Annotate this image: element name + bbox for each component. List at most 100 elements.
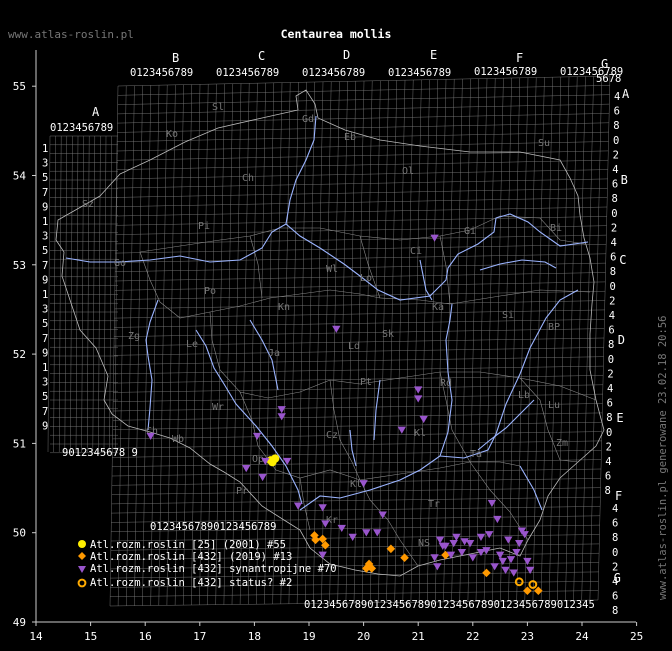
grid-row-digit-east: 2: [609, 295, 615, 307]
marker-triangle: [397, 426, 407, 434]
marker-triangle: [362, 529, 371, 537]
region-code: Wr: [212, 402, 224, 413]
grid-row-digit-east: 2: [607, 368, 613, 380]
marker-triangle: [433, 563, 442, 571]
grid-row-digit-east: 6: [607, 398, 613, 410]
marker-triangle: [501, 566, 510, 575]
grid-column-digits: 0123456789: [560, 66, 623, 78]
grid-column-digits-east: 5678: [596, 73, 621, 85]
grid-column-letter: E: [430, 48, 437, 62]
marker-diamond: [321, 540, 330, 550]
region-code: Go: [114, 258, 126, 269]
region-code: Pr: [236, 486, 248, 497]
grid-row-digit-east: 8: [608, 339, 614, 351]
grid-column-letter: G: [601, 57, 608, 71]
grid-row-digit-east: 0: [606, 427, 612, 439]
region-code: Kl: [414, 428, 426, 439]
marker-triangle: [468, 554, 477, 562]
region-code: Su: [538, 138, 550, 149]
lat-tick-label: 49: [13, 616, 26, 629]
grid-row-digit-east: 4: [612, 164, 618, 176]
region-code: Gi: [464, 226, 476, 237]
grid-column-digits: 0123456789: [302, 67, 365, 79]
grid-column-digits: 0123456789: [216, 67, 279, 79]
grid-row-digits-south-west: 9012345678 9: [62, 447, 138, 459]
region-code: Kr: [326, 515, 338, 526]
legend: Atl.rozm.roslin [25] (2001) #55 Atl.rozm…: [77, 539, 337, 589]
region-code: Pt: [360, 377, 372, 388]
marker-triangle: [446, 551, 456, 559]
grid-row-digit-east: 8: [606, 412, 612, 424]
marker-triangle: [525, 566, 535, 575]
region-code: Wl: [326, 264, 338, 275]
grid-row-digit-south-east: 4: [612, 503, 618, 515]
marker-triangle: [282, 457, 292, 466]
region-code: Op: [252, 454, 264, 465]
marker-triangle: [318, 551, 327, 559]
marker-triangle: [414, 395, 423, 403]
region-code: Lo: [360, 273, 372, 284]
region-code: Lu: [548, 400, 560, 411]
grid-row-digit-south-east: 8: [612, 605, 618, 617]
lon-tick-label: 19: [302, 630, 315, 643]
legend-marker-ring: [77, 578, 87, 588]
marker-triangle: [515, 540, 524, 548]
lat-tick-label: 50: [13, 527, 26, 540]
marker-triangle: [506, 556, 516, 564]
grid-row-digit-east: 0: [608, 354, 614, 366]
region-code: Sz: [82, 199, 94, 210]
marker-triangle: [512, 548, 521, 557]
marker-diamond: [523, 586, 532, 596]
region-code: Le: [186, 339, 198, 350]
regional-borders: [139, 215, 597, 567]
grid-column-letter: C: [258, 49, 265, 63]
region-codes: Gd Eb Sl Ko Su Ch Ol Sz Pi Ci Gi Bi Go Wl Po Kn Zg Le Lo Sk…: [82, 102, 568, 549]
marker-triangle: [414, 386, 423, 394]
species-title: Centaurea mollis: [281, 27, 392, 41]
lon-tick-label: 17: [193, 630, 206, 643]
grid-row-digit-east: 4: [611, 237, 617, 249]
region-code: Wb: [172, 434, 184, 445]
grid-column-digits: 0123456789: [388, 67, 451, 79]
generated-note: www.atlas-roslin.pl generowane 23.02.18 …: [657, 316, 669, 600]
grid-row-digit-east: 8: [605, 485, 611, 497]
grid-column-letter: A: [92, 105, 100, 119]
lon-tick-label: 18: [248, 630, 261, 643]
grid-column-letter: B: [172, 51, 179, 65]
grid-row-digit: 7: [42, 406, 48, 418]
marker-ring: [528, 580, 538, 589]
marker-triangle: [509, 569, 518, 577]
lon-tick-label: 20: [357, 630, 370, 643]
marker-triangle: [348, 533, 357, 541]
region-code: Ch: [146, 426, 158, 437]
grid-row-digit-south-east: 0: [612, 547, 618, 559]
grid-row-digit-east: 6: [608, 325, 614, 337]
grid-row-digit-east: 4: [605, 456, 611, 468]
grid-column-digits: 0123456789: [474, 66, 537, 78]
distribution-markers: [146, 234, 543, 596]
region-code: Kn: [278, 302, 290, 313]
lat-tick-label: 51: [13, 437, 26, 450]
legend-label-2: Atl.rozm.roslin [432] (2019) #13: [90, 551, 292, 563]
region-code: Tr: [428, 499, 440, 510]
marker-triangle: [419, 415, 428, 424]
grid-row-digit: 9: [42, 420, 48, 432]
grid-row-digit-south-east: 6: [612, 518, 618, 530]
lon-tick-label: 24: [575, 630, 589, 643]
lon-tick-label: 16: [139, 630, 152, 643]
marker-triangle: [277, 406, 286, 414]
legend-marker-diamond: [78, 552, 86, 560]
grid-row-digit-south-east: 4: [612, 576, 618, 588]
grid-row-digit: 3: [42, 231, 48, 243]
lat-tick-label: 52: [13, 348, 26, 361]
marker-triangle: [484, 531, 494, 539]
grid-row-digit-east: 6: [614, 106, 620, 118]
grid-row-digit-east: 4: [607, 383, 613, 395]
marker-triangle: [359, 480, 368, 488]
marker-triangle: [332, 325, 341, 333]
marker-diamond: [311, 535, 320, 545]
grid-row-digit-east: 6: [610, 252, 616, 264]
marker-triangle: [482, 547, 491, 555]
region-code: Po: [204, 286, 216, 297]
